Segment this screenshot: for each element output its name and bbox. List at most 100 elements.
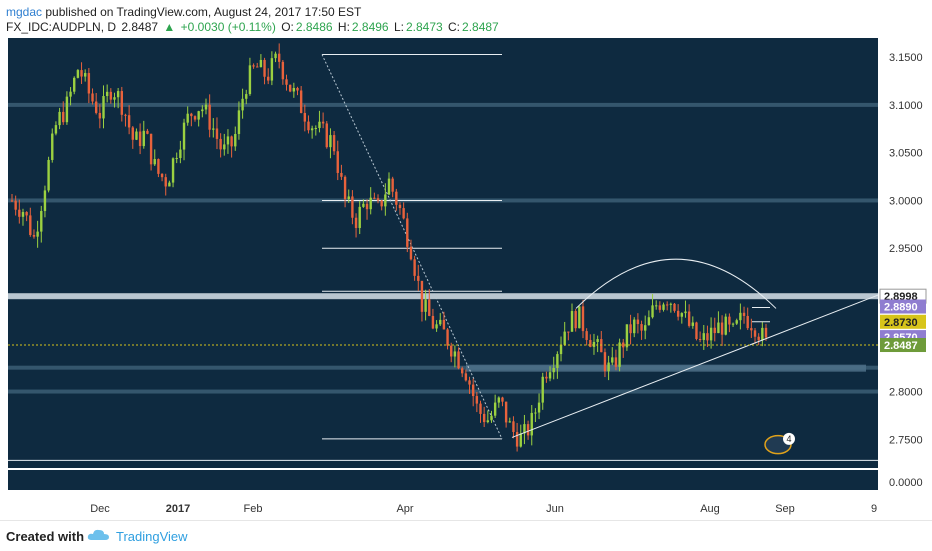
- chart-area[interactable]: 43.15003.10003.05003.00002.95002.90002.8…: [0, 38, 932, 520]
- candle-body: [329, 135, 332, 148]
- candle-body: [636, 319, 640, 325]
- candle-body: [644, 325, 647, 331]
- candle-body: [761, 327, 764, 341]
- price-label-box: [880, 299, 926, 314]
- price-chart[interactable]: 43.15003.10003.05003.00002.95002.90002.8…: [0, 38, 932, 520]
- candle-body: [21, 212, 25, 217]
- candle-body: [76, 70, 80, 78]
- x-tick-label: Feb: [244, 503, 263, 515]
- candle-body: [665, 304, 669, 306]
- candle-body: [369, 197, 372, 210]
- candle-body: [292, 87, 296, 92]
- candle-body: [669, 303, 673, 305]
- candle-body: [230, 136, 233, 147]
- candle-body: [695, 322, 698, 339]
- x-tick-label: Dec: [90, 503, 110, 515]
- close-label: C:: [448, 20, 461, 34]
- candle-body: [146, 130, 149, 134]
- candle-body: [127, 115, 131, 128]
- candle-body: [406, 218, 409, 247]
- candle-body: [91, 93, 94, 102]
- candle-body: [534, 412, 537, 414]
- price-label: 2.8730: [884, 317, 918, 329]
- candle-body: [629, 324, 632, 334]
- tradingview-brand[interactable]: TradingView: [116, 529, 188, 544]
- candle-body: [175, 158, 178, 160]
- candle-body: [201, 109, 204, 112]
- candle-body: [29, 215, 32, 235]
- candle-body: [65, 96, 69, 123]
- candle-body: [548, 372, 552, 379]
- candle-body: [504, 401, 508, 423]
- y-tick-label: 2.9500: [889, 243, 923, 255]
- y-tick-label: 2.7500: [889, 434, 923, 446]
- candle-body: [84, 73, 87, 77]
- candle-body: [51, 133, 54, 160]
- candle-body: [508, 421, 511, 423]
- author-link[interactable]: mgdac: [6, 5, 43, 19]
- candle-body: [343, 176, 347, 200]
- candle-body: [625, 324, 629, 348]
- candle-body: [318, 121, 321, 128]
- candle-body: [160, 173, 164, 178]
- high-label: H:: [337, 20, 350, 34]
- candle-body: [124, 114, 127, 116]
- candle-body: [589, 339, 592, 347]
- candle-body: [450, 345, 453, 357]
- candle-body: [219, 138, 222, 150]
- candle-body: [680, 313, 684, 317]
- horizontal-level: [8, 389, 878, 394]
- y-tick-label: 3.0500: [889, 148, 923, 160]
- y-tick-label: 3.0000: [889, 195, 923, 207]
- price-label: 2.8487: [884, 340, 918, 352]
- candle-body: [526, 424, 530, 436]
- candle-body: [614, 357, 618, 367]
- candle-body: [651, 305, 654, 318]
- up-arrow-icon: ▲: [163, 20, 176, 34]
- candle-body: [479, 403, 482, 414]
- candle-body: [32, 234, 36, 237]
- candle-body: [446, 329, 449, 346]
- candle-body: [395, 191, 398, 205]
- candle-body: [10, 200, 14, 202]
- candle-body: [43, 190, 47, 211]
- candle-body: [647, 317, 651, 326]
- candle-body: [245, 94, 248, 99]
- candle-body: [109, 91, 113, 100]
- candle-body: [482, 413, 486, 423]
- candle-body: [545, 376, 548, 379]
- candle-body: [135, 131, 138, 140]
- candle-body: [270, 58, 274, 81]
- candle-body: [193, 116, 197, 120]
- candle-body: [149, 133, 153, 165]
- candle-body: [574, 311, 577, 329]
- candle-body: [453, 351, 457, 357]
- candle-body: [303, 112, 307, 122]
- candle-body: [18, 209, 21, 217]
- publish-line: mgdac published on TradingView.com, Augu…: [6, 5, 361, 19]
- candle-body: [288, 84, 292, 92]
- candle-body: [365, 203, 369, 210]
- candle-body: [164, 177, 167, 187]
- candle-body: [746, 315, 749, 329]
- candle-body: [299, 90, 303, 113]
- candle-body: [116, 91, 120, 98]
- candle-body: [190, 113, 193, 117]
- candle-body: [47, 159, 50, 191]
- badge-count-bg: [783, 432, 795, 445]
- candle-body: [537, 402, 541, 413]
- candle-body: [120, 91, 124, 115]
- x-tick-label: 9: [871, 503, 877, 515]
- candle-body: [94, 101, 98, 113]
- candle-body: [468, 380, 471, 385]
- plot-background: [8, 38, 878, 468]
- candle-body: [62, 111, 65, 123]
- candle-body: [69, 91, 72, 97]
- candle-body: [567, 331, 570, 333]
- candle-body: [424, 299, 427, 312]
- candle-body: [633, 319, 636, 334]
- trend-line: [511, 294, 879, 438]
- candle-body: [662, 304, 665, 310]
- low-label: L:: [393, 20, 404, 34]
- candle-body: [658, 305, 662, 310]
